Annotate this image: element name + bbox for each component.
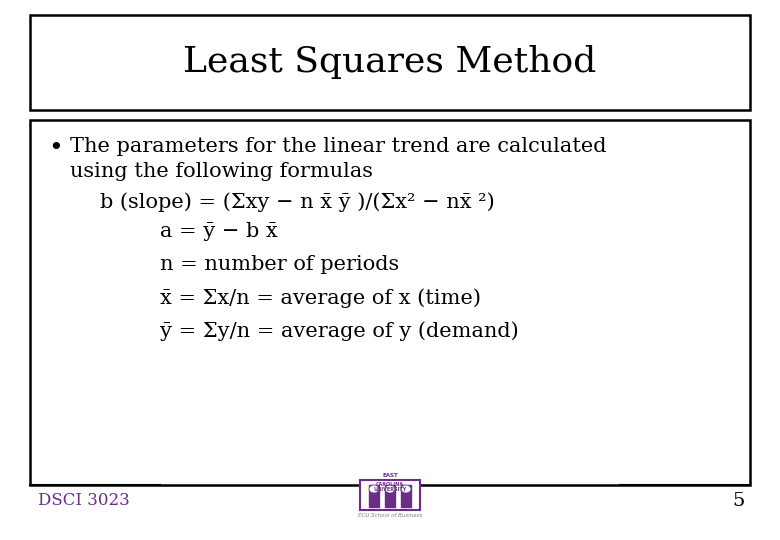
Text: •: •: [48, 137, 62, 160]
Ellipse shape: [369, 485, 379, 493]
Bar: [369, 485, 379, 507]
Text: EAST: EAST: [382, 473, 398, 478]
Text: using the following formulas: using the following formulas: [70, 162, 373, 181]
Text: UNIVERSITY: UNIVERSITY: [374, 487, 406, 492]
Bar: [360, 480, 420, 510]
Bar: [30, 15, 750, 110]
Bar: [401, 485, 411, 507]
Text: DSCI 3023: DSCI 3023: [38, 492, 129, 509]
Text: ȳ = Σy/n = average of y (demand): ȳ = Σy/n = average of y (demand): [160, 321, 519, 341]
Text: b (slope) = (Σxy − n x̄ ȳ )/(Σx² − nx̄ ²): b (slope) = (Σxy − n x̄ ȳ )/(Σx² − nx̄ …: [100, 192, 495, 212]
Text: CAROLINA: CAROLINA: [376, 482, 404, 487]
Text: x̄ = Σx/n = average of x (time): x̄ = Σx/n = average of x (time): [160, 288, 481, 308]
Text: 5: 5: [732, 492, 745, 510]
Ellipse shape: [401, 485, 411, 493]
Bar: [385, 485, 395, 507]
Text: a = ȳ − b x̄: a = ȳ − b x̄: [160, 222, 278, 241]
Text: Least Squares Method: Least Squares Method: [183, 45, 597, 79]
Text: The parameters for the linear trend are calculated: The parameters for the linear trend are …: [70, 137, 607, 156]
Text: ECU School of Business: ECU School of Business: [358, 513, 422, 518]
Text: n = number of periods: n = number of periods: [160, 255, 399, 274]
Ellipse shape: [385, 485, 395, 493]
Bar: [30, 120, 750, 485]
